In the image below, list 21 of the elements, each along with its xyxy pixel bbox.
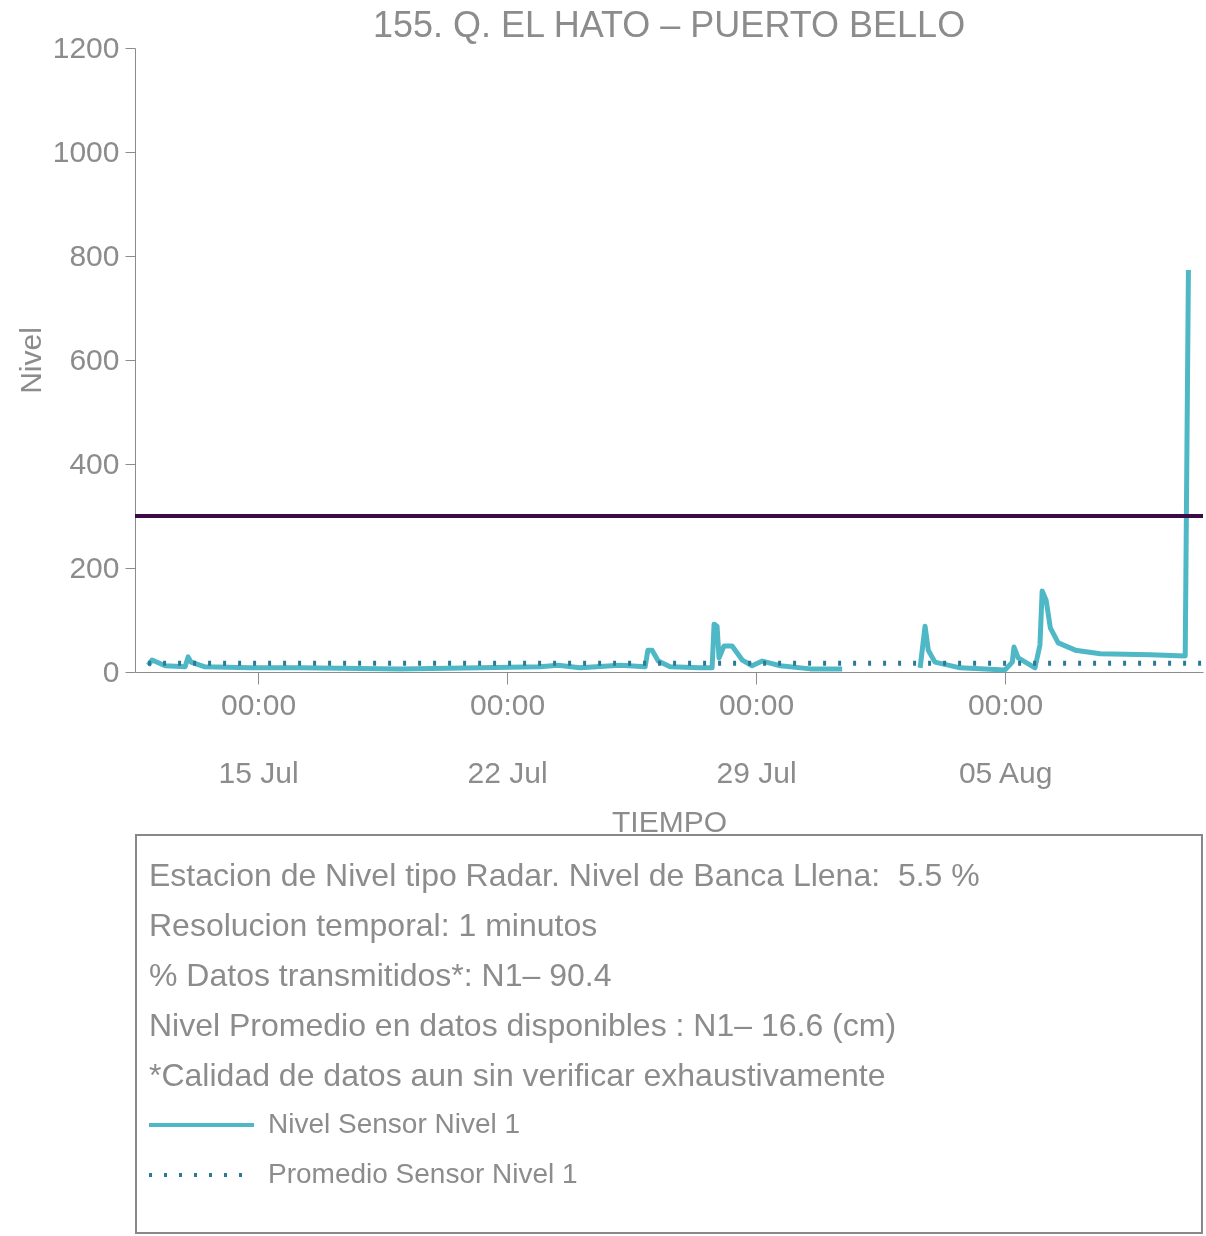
y-tick-label: 400 <box>69 446 120 480</box>
x-tick-label: 00:00 15 Jul <box>218 687 299 789</box>
chart-title: 155. Q. EL HATO – PUERTO BELLO <box>372 4 966 45</box>
text: *Calidad de datos aun sin verificar exhaustivamente <box>149 1056 887 1095</box>
x-tick-label: 00:00 22 Jul <box>467 687 548 789</box>
text: Resolucion temporal: 1 minutos <box>149 906 599 945</box>
text: Nivel Promedio en datos disponibles : N1– 16.6 (cm) <box>149 1006 898 1045</box>
legend-label: Promedio Sensor Nivel 1 <box>268 1158 578 1189</box>
y-axis-title: Nivel <box>13 327 47 394</box>
x-axis-title: TIEMPO <box>611 804 728 838</box>
y-tick-label: 1000 <box>52 134 120 168</box>
y-tick-label: 800 <box>69 238 120 272</box>
legend-label: Nivel Sensor Nivel 1 <box>268 1108 521 1139</box>
y-tick-label: 0 <box>102 654 120 688</box>
x-tick-label: 00:00 29 Jul <box>716 687 797 789</box>
y-tick-label: 600 <box>69 342 120 376</box>
text: Estacion de Nivel tipo Radar. Nivel de Banca Llena: 5.5 % <box>149 856 980 895</box>
y-tick-label: 200 <box>69 550 120 584</box>
text: % Datos transmitidos*: N1– 90.4 <box>149 956 613 995</box>
x-tick-label: 00:00 05 Aug <box>958 687 1053 789</box>
y-tick-label: 1200 <box>52 30 120 64</box>
